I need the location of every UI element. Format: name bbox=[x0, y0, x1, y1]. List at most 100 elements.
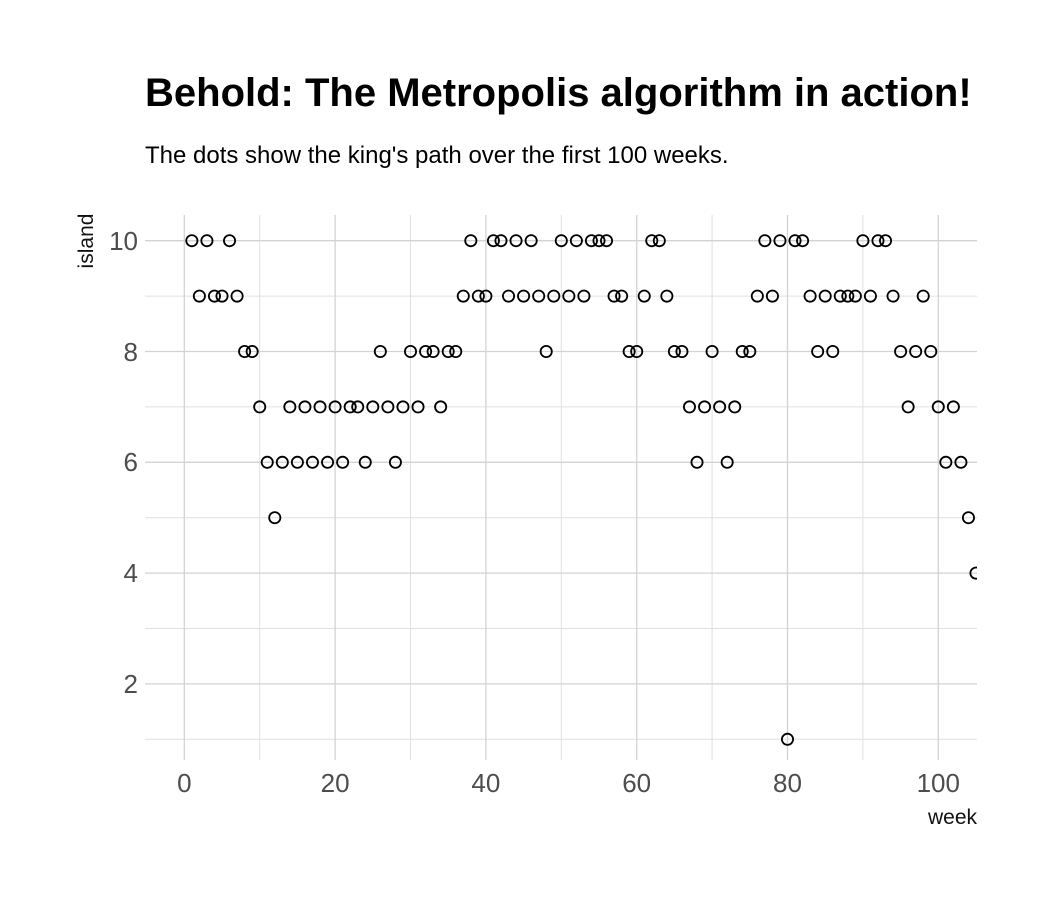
chart-subtitle: The dots show the king's path over the f… bbox=[145, 142, 729, 169]
data-point bbox=[396, 400, 410, 414]
data-point bbox=[615, 289, 629, 303]
data-point bbox=[645, 234, 659, 248]
data-point bbox=[268, 511, 282, 525]
data-point bbox=[290, 455, 304, 469]
data-point bbox=[909, 344, 923, 358]
x-tick-label: 100 bbox=[916, 768, 960, 798]
data-point bbox=[238, 344, 252, 358]
data-point bbox=[562, 289, 576, 303]
x-tick-label: 40 bbox=[471, 768, 501, 798]
data-point bbox=[343, 400, 357, 414]
data-point bbox=[969, 566, 977, 580]
data-point bbox=[946, 400, 960, 414]
y-tick-label: 6 bbox=[123, 447, 138, 478]
data-point bbox=[931, 400, 945, 414]
data-point bbox=[698, 400, 712, 414]
data-point bbox=[230, 289, 244, 303]
y-tick-label: 2 bbox=[123, 668, 138, 699]
data-point bbox=[667, 344, 681, 358]
data-point bbox=[207, 289, 221, 303]
x-tick-label: 80 bbox=[773, 768, 802, 798]
data-point bbox=[185, 234, 199, 248]
data-point bbox=[298, 400, 312, 414]
data-point bbox=[479, 289, 493, 303]
data-point bbox=[750, 289, 764, 303]
data-point bbox=[366, 400, 380, 414]
data-point bbox=[848, 289, 862, 303]
data-point bbox=[554, 234, 568, 248]
data-point bbox=[916, 289, 930, 303]
data-point bbox=[403, 344, 417, 358]
data-point bbox=[675, 344, 689, 358]
data-point bbox=[871, 234, 885, 248]
y-tick-label: 10 bbox=[109, 225, 138, 256]
data-point bbox=[283, 400, 297, 414]
data-point bbox=[856, 234, 870, 248]
data-point bbox=[260, 455, 274, 469]
data-point bbox=[313, 400, 327, 414]
x-axis-title: week bbox=[927, 806, 977, 829]
data-point bbox=[833, 289, 847, 303]
data-point bbox=[630, 344, 644, 358]
data-point bbox=[690, 455, 704, 469]
data-point bbox=[517, 289, 531, 303]
data-point bbox=[577, 289, 591, 303]
data-point bbox=[336, 455, 350, 469]
data-point bbox=[328, 400, 342, 414]
data-point bbox=[886, 289, 900, 303]
data-point bbox=[547, 289, 561, 303]
data-point bbox=[524, 234, 538, 248]
data-point bbox=[223, 234, 237, 248]
chart-title: Behold: The Metropolis algorithm in acti… bbox=[145, 71, 972, 115]
data-point bbox=[411, 400, 425, 414]
data-point bbox=[961, 511, 975, 525]
data-point bbox=[773, 234, 787, 248]
data-point bbox=[253, 400, 267, 414]
data-point bbox=[215, 289, 229, 303]
data-point bbox=[803, 289, 817, 303]
data-point bbox=[373, 344, 387, 358]
data-point bbox=[434, 400, 448, 414]
data-point bbox=[351, 400, 365, 414]
data-point bbox=[894, 344, 908, 358]
data-point bbox=[192, 289, 206, 303]
data-point bbox=[728, 400, 742, 414]
data-point bbox=[924, 344, 938, 358]
data-point bbox=[818, 289, 832, 303]
data-point bbox=[381, 400, 395, 414]
data-point bbox=[758, 234, 772, 248]
data-point bbox=[781, 732, 795, 746]
data-point bbox=[321, 455, 335, 469]
data-point bbox=[660, 289, 674, 303]
data-point bbox=[419, 344, 433, 358]
data-point bbox=[879, 234, 893, 248]
data-point bbox=[532, 289, 546, 303]
data-point bbox=[637, 289, 651, 303]
data-point bbox=[456, 289, 470, 303]
data-point bbox=[275, 455, 289, 469]
data-point bbox=[705, 344, 719, 358]
data-point bbox=[954, 455, 968, 469]
data-point bbox=[584, 234, 598, 248]
data-point bbox=[539, 344, 553, 358]
y-tick-label: 4 bbox=[123, 558, 138, 589]
data-point bbox=[471, 289, 485, 303]
data-point bbox=[449, 344, 463, 358]
data-point bbox=[600, 234, 614, 248]
data-point bbox=[245, 344, 259, 358]
data-point bbox=[509, 234, 523, 248]
data-point bbox=[863, 289, 877, 303]
x-tick-label: 60 bbox=[622, 768, 652, 798]
data-point bbox=[494, 234, 508, 248]
data-point bbox=[305, 455, 319, 469]
data-point bbox=[811, 344, 825, 358]
data-point bbox=[200, 234, 214, 248]
plot-panel bbox=[145, 215, 977, 760]
data-point bbox=[441, 344, 455, 358]
data-point bbox=[765, 289, 779, 303]
data-point bbox=[607, 289, 621, 303]
data-point bbox=[939, 455, 953, 469]
data-point bbox=[735, 344, 749, 358]
data-point bbox=[796, 234, 810, 248]
